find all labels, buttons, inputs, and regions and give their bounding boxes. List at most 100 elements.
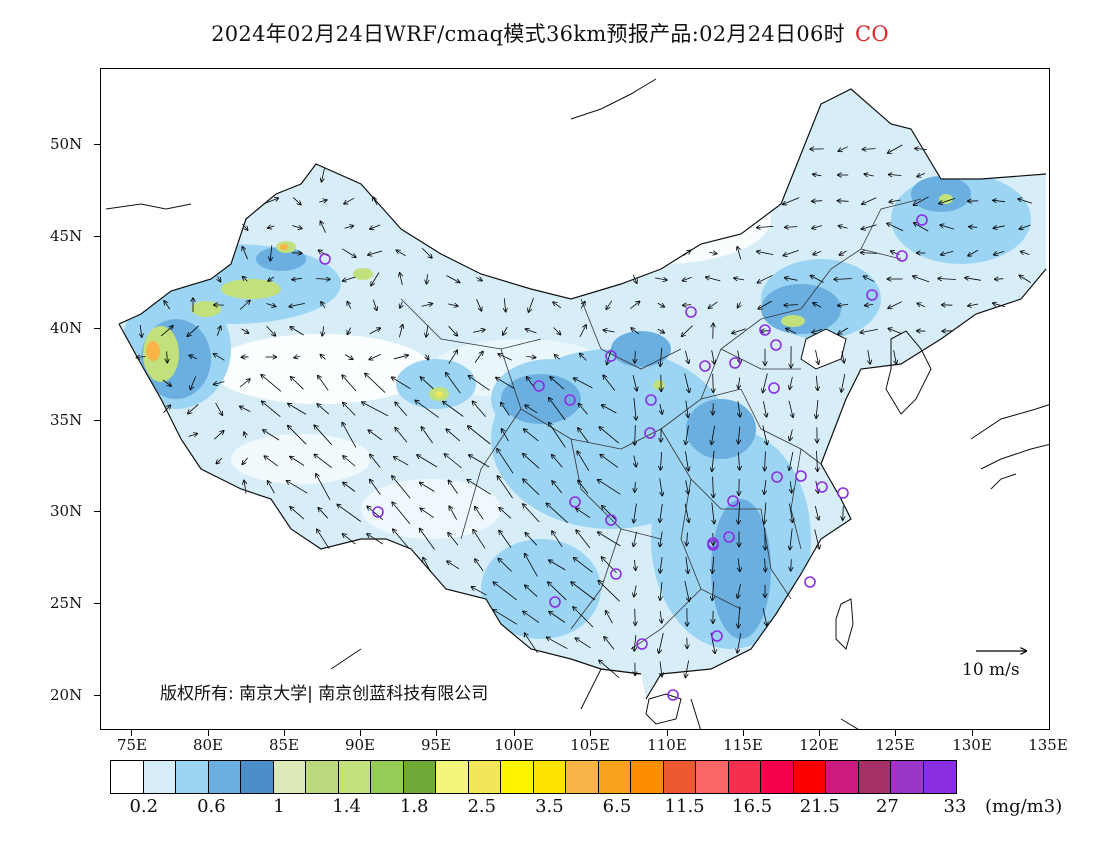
wind-arrow xyxy=(263,430,280,441)
wind-arrow xyxy=(370,224,381,229)
wind-arrow xyxy=(969,227,978,228)
wind-arrow xyxy=(842,351,844,362)
wind-arrow xyxy=(526,357,536,358)
wind-arrow xyxy=(914,223,929,232)
wind-arrow xyxy=(655,278,667,280)
wind-arrow xyxy=(598,480,621,495)
wind-arrow xyxy=(686,556,688,573)
colorbar-label: 2.5 xyxy=(467,796,497,817)
wind-arrow xyxy=(289,303,305,306)
colorbar-label: 1.8 xyxy=(399,796,429,817)
lat-label-30n: 30N xyxy=(50,502,83,520)
wind-arrow xyxy=(372,299,376,311)
station-marker xyxy=(727,495,739,507)
coastline-taiwan xyxy=(835,598,854,650)
wind-arrow xyxy=(472,401,486,417)
wind-arrow xyxy=(660,557,662,573)
wind-arrow xyxy=(812,329,823,332)
lon-label-105e: 105E xyxy=(570,736,610,754)
wind-arrow xyxy=(395,428,408,443)
lat-label-45n: 45N xyxy=(50,227,83,245)
wind-arrow xyxy=(524,429,539,442)
wind-arrow xyxy=(839,226,848,229)
wind-arrow xyxy=(790,528,792,550)
wind-arrow xyxy=(634,398,636,420)
wind-arrow xyxy=(244,432,246,439)
wind-arrow xyxy=(525,633,538,654)
wind-arrow xyxy=(711,425,715,445)
wind-arrow xyxy=(167,351,168,362)
station-marker xyxy=(771,471,783,483)
wind-arrow xyxy=(888,144,903,153)
wind-arrow xyxy=(367,506,384,520)
wind-arrow xyxy=(395,402,408,417)
wind-arrow xyxy=(266,325,276,336)
wind-arrow xyxy=(294,356,301,358)
coastline-japan xyxy=(970,404,1049,490)
wind-arrow xyxy=(528,297,534,312)
wind-arrow xyxy=(634,635,636,651)
wind-arrow xyxy=(448,325,458,336)
wind-arrow xyxy=(634,559,635,570)
wind-arrow xyxy=(863,149,876,150)
wind-arrow xyxy=(913,196,929,205)
wind-arrow xyxy=(737,247,742,260)
station-marker xyxy=(729,357,741,369)
wind-arrow xyxy=(446,429,461,442)
wind-arrow xyxy=(578,428,589,443)
wind-arrow xyxy=(865,305,874,306)
wind-arrow xyxy=(995,279,1004,280)
wind-arrow xyxy=(861,253,878,254)
wind-arrow xyxy=(575,638,591,649)
wind-arrow xyxy=(344,197,355,204)
wind-arrow xyxy=(546,503,568,523)
wind-arrow xyxy=(631,328,640,335)
wind-arrow xyxy=(188,434,198,437)
wind-arrow xyxy=(657,302,665,307)
wind-arrow xyxy=(598,532,621,547)
wind-arrow xyxy=(738,584,741,598)
colorbar-label: 3.5 xyxy=(535,796,564,817)
lon-tick xyxy=(743,730,744,736)
wind-arrow xyxy=(314,454,332,468)
wind-arrow xyxy=(322,168,325,181)
colorbar-swatch xyxy=(241,761,274,793)
colorbar-swatch xyxy=(826,761,859,793)
wind-arrow xyxy=(164,301,171,310)
station-marker xyxy=(768,382,780,394)
wind-arrow xyxy=(660,661,662,677)
wind-arrow xyxy=(392,502,411,525)
wind-arrow xyxy=(1018,199,1033,204)
wind-arrow xyxy=(738,452,739,470)
wind-arrow xyxy=(553,302,562,309)
wind-arrow xyxy=(765,558,766,572)
wind-arrow xyxy=(604,637,615,650)
wind-arrow xyxy=(600,455,619,468)
wind-arrow xyxy=(549,398,566,421)
wind-arrow xyxy=(268,226,275,228)
wind-arrow xyxy=(607,349,612,365)
wind-arrow xyxy=(365,373,386,393)
wind-arrow xyxy=(290,457,305,466)
lon-tick xyxy=(208,730,209,736)
wind-arrow xyxy=(190,376,197,390)
wind-arrow xyxy=(468,426,491,445)
wind-arrow xyxy=(685,350,688,364)
wind-arrow xyxy=(713,373,714,392)
lat-tick xyxy=(94,328,100,329)
wind-arrow xyxy=(709,252,716,253)
wind-arrow xyxy=(838,304,849,305)
wind-arrow xyxy=(635,351,636,363)
wind-arrow xyxy=(838,146,848,152)
wind-arrow xyxy=(864,174,874,176)
wind-arrow xyxy=(493,582,517,601)
wind-arrow xyxy=(789,451,794,470)
wind-arrow xyxy=(444,454,462,469)
wind-arrow xyxy=(603,375,616,391)
wind-arrow xyxy=(788,400,793,417)
station-marker xyxy=(759,324,771,336)
wind-arrow xyxy=(813,251,822,254)
wind-arrow xyxy=(240,406,251,412)
wind-arrow xyxy=(634,455,636,466)
wind-arrow xyxy=(888,301,903,309)
